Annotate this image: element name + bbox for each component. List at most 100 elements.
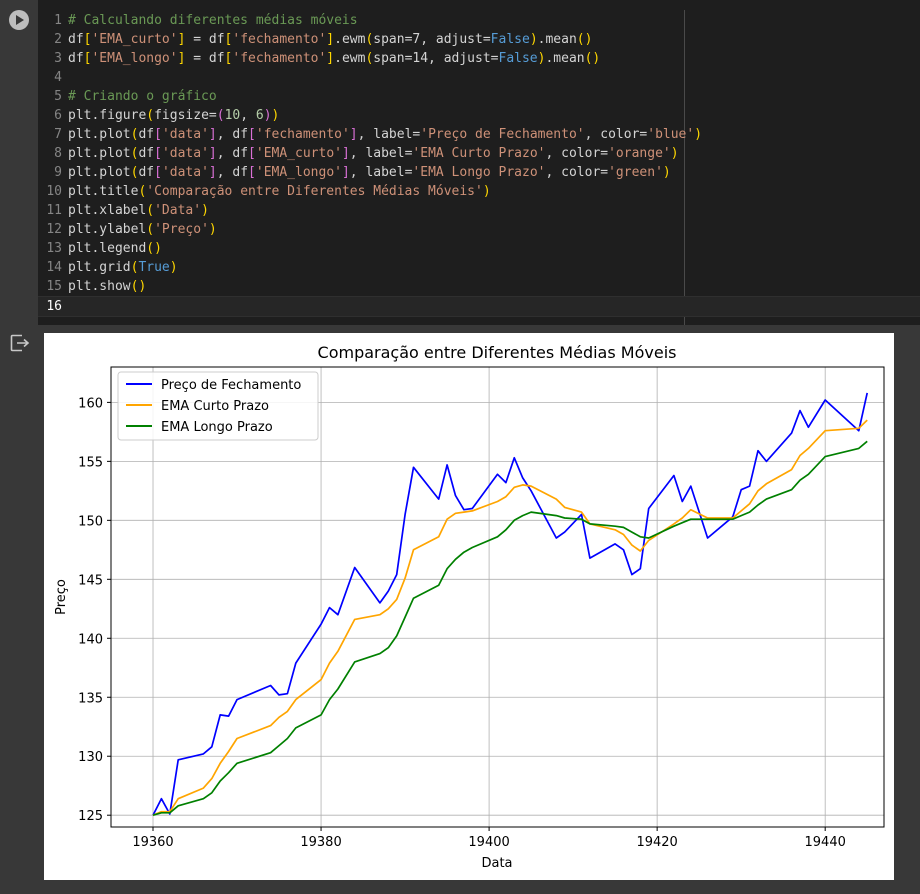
code-token: (: [130, 127, 139, 142]
code-token: [: [248, 127, 256, 142]
code-token: # Criando o gráfico: [68, 89, 217, 104]
code-line[interactable]: 6 plt.figure(figsize=(10, 6)): [38, 106, 279, 125]
code-token: 'Data': [154, 203, 202, 218]
code-line[interactable]: 5 # Criando o gráfico: [38, 87, 217, 106]
code-token: (): [584, 51, 601, 66]
code-token: plt.plot: [68, 127, 131, 142]
code-token: .ewm: [334, 51, 366, 66]
legend-entry: Preço de Fechamento: [161, 378, 301, 393]
code-token: df: [68, 51, 84, 66]
code-token: figsize=: [154, 108, 217, 123]
code-token: df: [138, 165, 155, 180]
code-token: plt.ylabel: [68, 222, 147, 237]
code-token: ): [169, 260, 178, 275]
code-token: , color=: [584, 127, 648, 142]
code-token: (): [130, 279, 147, 294]
x-tick-label: 19400: [468, 835, 509, 850]
series-line: [152, 440, 868, 817]
plot-area: [110, 366, 885, 828]
code-token: df: [138, 127, 155, 142]
code-line[interactable]: 15 plt.show(): [38, 277, 146, 296]
line-number: 10: [46, 184, 62, 199]
code-token: , df: [216, 146, 249, 161]
code-token: , df: [216, 165, 249, 180]
code-line[interactable]: 1 # Calculando diferentes médias móveis: [38, 11, 357, 30]
code-line[interactable]: 11 plt.xlabel('Data'): [38, 201, 209, 220]
code-token: 'data': [161, 146, 209, 161]
y-tick-label: 160: [78, 396, 103, 411]
code-editor[interactable]: 1 # Calculando diferentes médias móveis 2 d…: [38, 0, 920, 325]
code-token: ]: [208, 127, 217, 142]
line-number: 9: [54, 165, 62, 180]
code-line[interactable]: 7 plt.plot(df['data'], df['fechamento'], …: [38, 125, 702, 144]
chart-title: Comparação entre Diferentes Médias Móvei…: [318, 343, 677, 362]
line-number: 7: [54, 127, 62, 142]
code-token: 'EMA_curto': [91, 32, 178, 47]
code-token: , color=: [545, 146, 609, 161]
code-line[interactable]: 12 plt.ylabel('Preço'): [38, 220, 216, 239]
code-token: 'EMA_curto': [255, 146, 342, 161]
run-cell-button[interactable]: [9, 10, 29, 30]
line-number: 15: [46, 279, 62, 294]
code-token: plt.show: [68, 279, 131, 294]
code-token: (: [365, 32, 374, 47]
code-token: , label=: [357, 127, 421, 142]
code-token: ): [201, 203, 209, 218]
code-line[interactable]: 3 df['EMA_longo'] = df['fechamento'].ewm(…: [38, 49, 600, 68]
y-tick-label: 145: [78, 573, 103, 588]
code-token: ]: [326, 51, 335, 66]
x-tick-label: 19380: [300, 835, 341, 850]
code-line[interactable]: 9 plt.plot(df['data'], df['EMA_longo'], l…: [38, 163, 671, 182]
x-tick-label: 19440: [805, 835, 846, 850]
code-token: .mean: [537, 32, 577, 47]
code-token: ]: [208, 146, 217, 161]
code-token: 'Preço': [154, 222, 209, 237]
code-token: span=14, adjust=: [373, 51, 499, 66]
code-line[interactable]: 4: [38, 68, 68, 87]
code-token: (: [146, 108, 155, 123]
code-token: ]: [177, 32, 186, 47]
code-token: (: [216, 108, 225, 123]
y-axis: 125 130 135 140 145 150 155 160: [78, 396, 111, 824]
code-token: 'EMA Longo Prazo': [412, 165, 546, 180]
code-token: = df: [185, 51, 225, 66]
code-token: plt.grid: [68, 260, 131, 275]
code-token: 'blue': [647, 127, 695, 142]
code-line[interactable]: 16: [38, 296, 920, 317]
code-token: , label=: [349, 146, 413, 161]
code-line[interactable]: 8 plt.plot(df['data'], df['EMA_curto'], l…: [38, 144, 679, 163]
x-axis: 19360 19380 19400 19420 19440: [132, 827, 846, 850]
code-token: 'fechamento': [232, 32, 327, 47]
code-token: 'fechamento': [255, 127, 350, 142]
series-line: [152, 392, 869, 816]
code-token: [: [248, 146, 256, 161]
code-token: ): [670, 146, 679, 161]
code-token: (: [130, 146, 139, 161]
output-menu-icon[interactable]: [10, 334, 30, 352]
code-line[interactable]: 2 df['EMA_curto'] = df['fechamento'].ewm(…: [38, 30, 592, 49]
code-token: .ewm: [334, 32, 366, 47]
code-token: ): [482, 184, 491, 199]
column-ruler: [684, 10, 685, 325]
code-line[interactable]: 13 plt.legend(): [38, 239, 162, 258]
code-token: (: [146, 222, 155, 237]
line-number: 8: [54, 146, 62, 161]
code-token: plt.xlabel: [68, 203, 147, 218]
code-token: ): [694, 127, 703, 142]
code-line[interactable]: 14 plt.grid(True): [38, 258, 178, 277]
y-tick-label: 140: [78, 632, 103, 647]
series-line: [152, 419, 868, 816]
code-token: 'EMA_longo': [255, 165, 342, 180]
chart-legend: Preço de Fechamento EMA Curto Prazo EMA Lo…: [117, 371, 319, 441]
code-token: 'Preço de Fechamento': [420, 127, 585, 142]
line-number: 16: [46, 299, 62, 314]
code-token: 10: [224, 108, 241, 123]
code-token: True: [138, 260, 170, 275]
code-token: plt.legend: [68, 241, 147, 256]
code-token: ): [662, 165, 671, 180]
code-token: ): [263, 108, 272, 123]
y-tick-label: 155: [78, 455, 103, 470]
code-token: [: [83, 32, 92, 47]
code-line[interactable]: 10 plt.title('Comparação entre Diferentes…: [38, 182, 491, 201]
line-number: 5: [54, 89, 62, 104]
